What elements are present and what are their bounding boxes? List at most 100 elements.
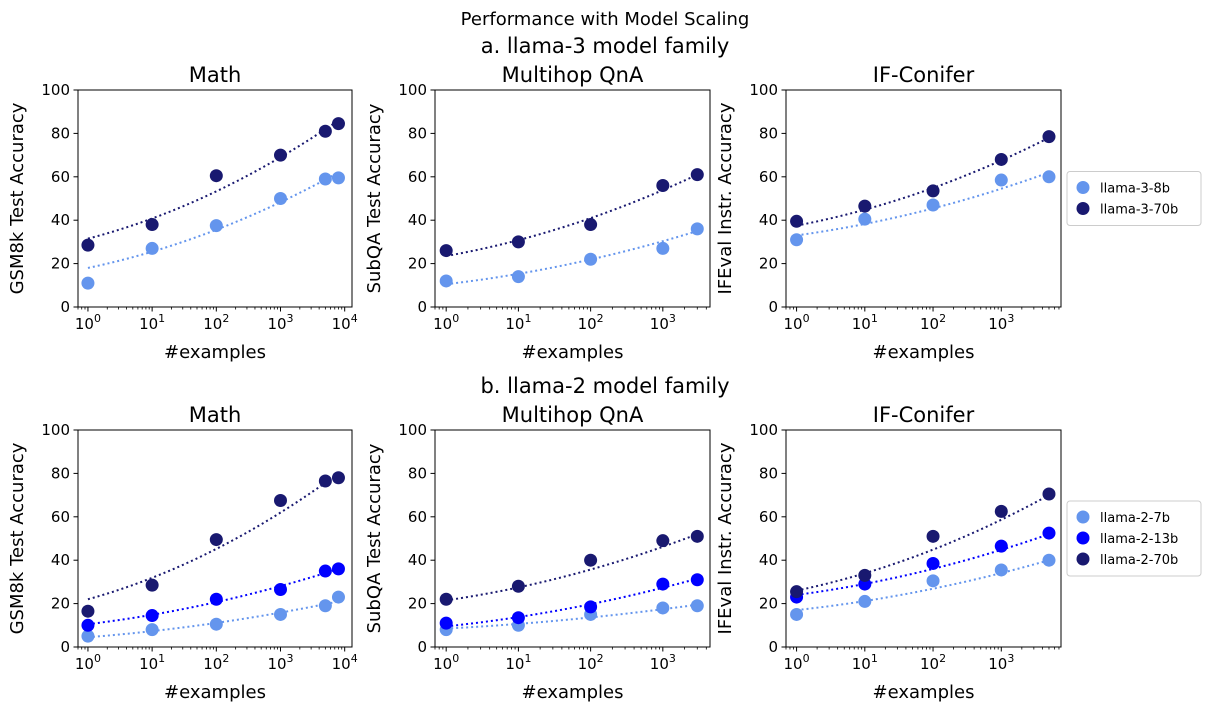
- y-tick-label: 100: [749, 81, 778, 99]
- axes-frame: [77, 429, 353, 648]
- data-point-llama-3-70b: [209, 169, 223, 183]
- data-point-llama-2-70b: [511, 579, 525, 593]
- plot-area: [790, 130, 1056, 247]
- data-point-llama-3-8b: [926, 198, 940, 212]
- data-point-llama-2-7b: [690, 599, 704, 613]
- y-tick-label: 20: [408, 595, 427, 613]
- plot-area: [790, 487, 1056, 621]
- data-point-llama-3-70b: [331, 117, 345, 131]
- y-tick-label: 0: [60, 298, 70, 316]
- x-tick-label: 102: [920, 312, 946, 333]
- x-tick-label: 100: [784, 312, 810, 333]
- y-tick-label: 20: [759, 595, 778, 613]
- data-point-llama-2-7b: [318, 599, 332, 613]
- y-tick-label: 0: [417, 638, 427, 656]
- data-point-llama-2-13b: [318, 564, 332, 578]
- data-point-llama-2-13b: [1042, 526, 1056, 540]
- data-point-llama-3-8b: [274, 192, 288, 205]
- y-axis-label: GSM8k Test Accuracy: [7, 102, 28, 294]
- data-point-llama-3-70b: [690, 168, 704, 182]
- data-point-llama-2-7b: [656, 601, 670, 615]
- data-point-llama-3-70b: [584, 218, 598, 232]
- legend-label: llama-2-7b: [1100, 511, 1170, 526]
- data-point-llama-3-70b: [81, 238, 95, 252]
- trend-line-llama-2-7b: [446, 603, 698, 630]
- data-point-llama-3-70b: [511, 235, 525, 249]
- y-tick-label: 60: [408, 168, 427, 186]
- trend-line-llama-2-70b: [446, 533, 698, 602]
- legend-marker: [1076, 202, 1090, 215]
- x-tick-label: 103: [267, 312, 293, 333]
- chart-title: Multihop QnA: [502, 403, 644, 427]
- x-axis-label: #examples: [873, 342, 975, 363]
- data-point-llama-2-13b: [439, 616, 453, 630]
- x-tick-label: 103: [650, 312, 676, 333]
- x-tick-label: 100: [784, 652, 810, 673]
- y-tick-label: 20: [51, 255, 70, 273]
- data-point-llama-2-70b: [1042, 487, 1056, 501]
- y-tick-label: 100: [398, 81, 427, 99]
- legend: llama-3-8b llama-3-70b: [1066, 171, 1202, 226]
- trend-line-llama-2-70b: [87, 472, 340, 601]
- data-point-llama-3-70b: [656, 178, 670, 192]
- data-point-llama-3-70b: [790, 214, 804, 228]
- y-tick-label: 80: [759, 464, 778, 482]
- y-tick-label: 40: [51, 211, 70, 229]
- chart-panel-5: IF-Conifer 100 101 102 103 0 20 40 60 80 100 #examp…: [715, 403, 1202, 703]
- y-axis-label: SubQA Test Accuracy: [364, 443, 385, 633]
- y-tick-label: 40: [759, 551, 778, 569]
- data-point-llama-2-13b: [584, 600, 598, 614]
- plot-area: [439, 168, 704, 288]
- trend-line-llama-3-8b: [446, 230, 698, 286]
- y-tick-label: 60: [408, 508, 427, 526]
- x-tick-label: 100: [433, 312, 459, 333]
- axes-frame: [785, 429, 1062, 648]
- data-point-llama-3-8b: [318, 172, 332, 186]
- y-tick-label: 20: [759, 255, 778, 273]
- axes-frame: [434, 89, 711, 308]
- chart-panel-1: Multihop QnA 100 101 102 103 0 20 40 60 80 100 #exa…: [364, 63, 711, 363]
- x-axis-label: #examples: [873, 682, 975, 703]
- data-point-llama-3-70b: [1042, 130, 1056, 144]
- x-tick-label: 101: [505, 312, 531, 333]
- x-tick-label: 103: [650, 652, 676, 673]
- data-point-llama-2-70b: [656, 534, 670, 548]
- data-point-llama-2-7b: [858, 594, 872, 608]
- y-axis-label: IFEval Instr. Accuracy: [715, 442, 736, 634]
- data-point-llama-2-7b: [145, 623, 159, 637]
- legend-label: llama-3-70b: [1100, 203, 1178, 218]
- y-tick-label: 100: [398, 421, 427, 439]
- data-point-llama-2-70b: [994, 504, 1008, 518]
- data-point-llama-3-8b: [511, 270, 525, 284]
- data-point-llama-2-7b: [81, 629, 95, 643]
- data-point-llama-2-70b: [439, 592, 453, 606]
- x-tick-label: 101: [139, 652, 165, 673]
- y-tick-label: 60: [51, 508, 70, 526]
- data-point-llama-2-13b: [145, 609, 159, 623]
- plot-area: [439, 529, 704, 637]
- y-tick-label: 80: [408, 464, 427, 482]
- data-point-llama-3-70b: [994, 152, 1008, 166]
- x-tick-label: 100: [433, 652, 459, 673]
- data-point-llama-2-7b: [209, 617, 223, 631]
- data-point-llama-2-70b: [584, 553, 598, 567]
- y-tick-label: 60: [759, 168, 778, 186]
- data-point-llama-2-70b: [318, 474, 332, 488]
- data-point-llama-3-8b: [81, 276, 95, 290]
- y-tick-label: 40: [408, 551, 427, 569]
- x-tick-label: 101: [505, 652, 531, 673]
- y-tick-label: 100: [41, 81, 70, 99]
- y-tick-label: 60: [759, 508, 778, 526]
- legend-box: [1066, 171, 1202, 226]
- trend-line-llama-3-70b: [796, 136, 1050, 227]
- y-tick-label: 60: [51, 168, 70, 186]
- x-tick-label: 102: [578, 312, 604, 333]
- y-axis-label: SubQA Test Accuracy: [364, 103, 385, 293]
- x-tick-label: 100: [75, 652, 101, 673]
- y-tick-label: 80: [51, 124, 70, 142]
- data-point-llama-2-7b: [274, 607, 288, 621]
- data-point-llama-3-70b: [858, 199, 872, 213]
- chart-title: Math: [189, 403, 242, 427]
- y-tick-label: 20: [51, 595, 70, 613]
- data-point-llama-3-70b: [926, 184, 940, 198]
